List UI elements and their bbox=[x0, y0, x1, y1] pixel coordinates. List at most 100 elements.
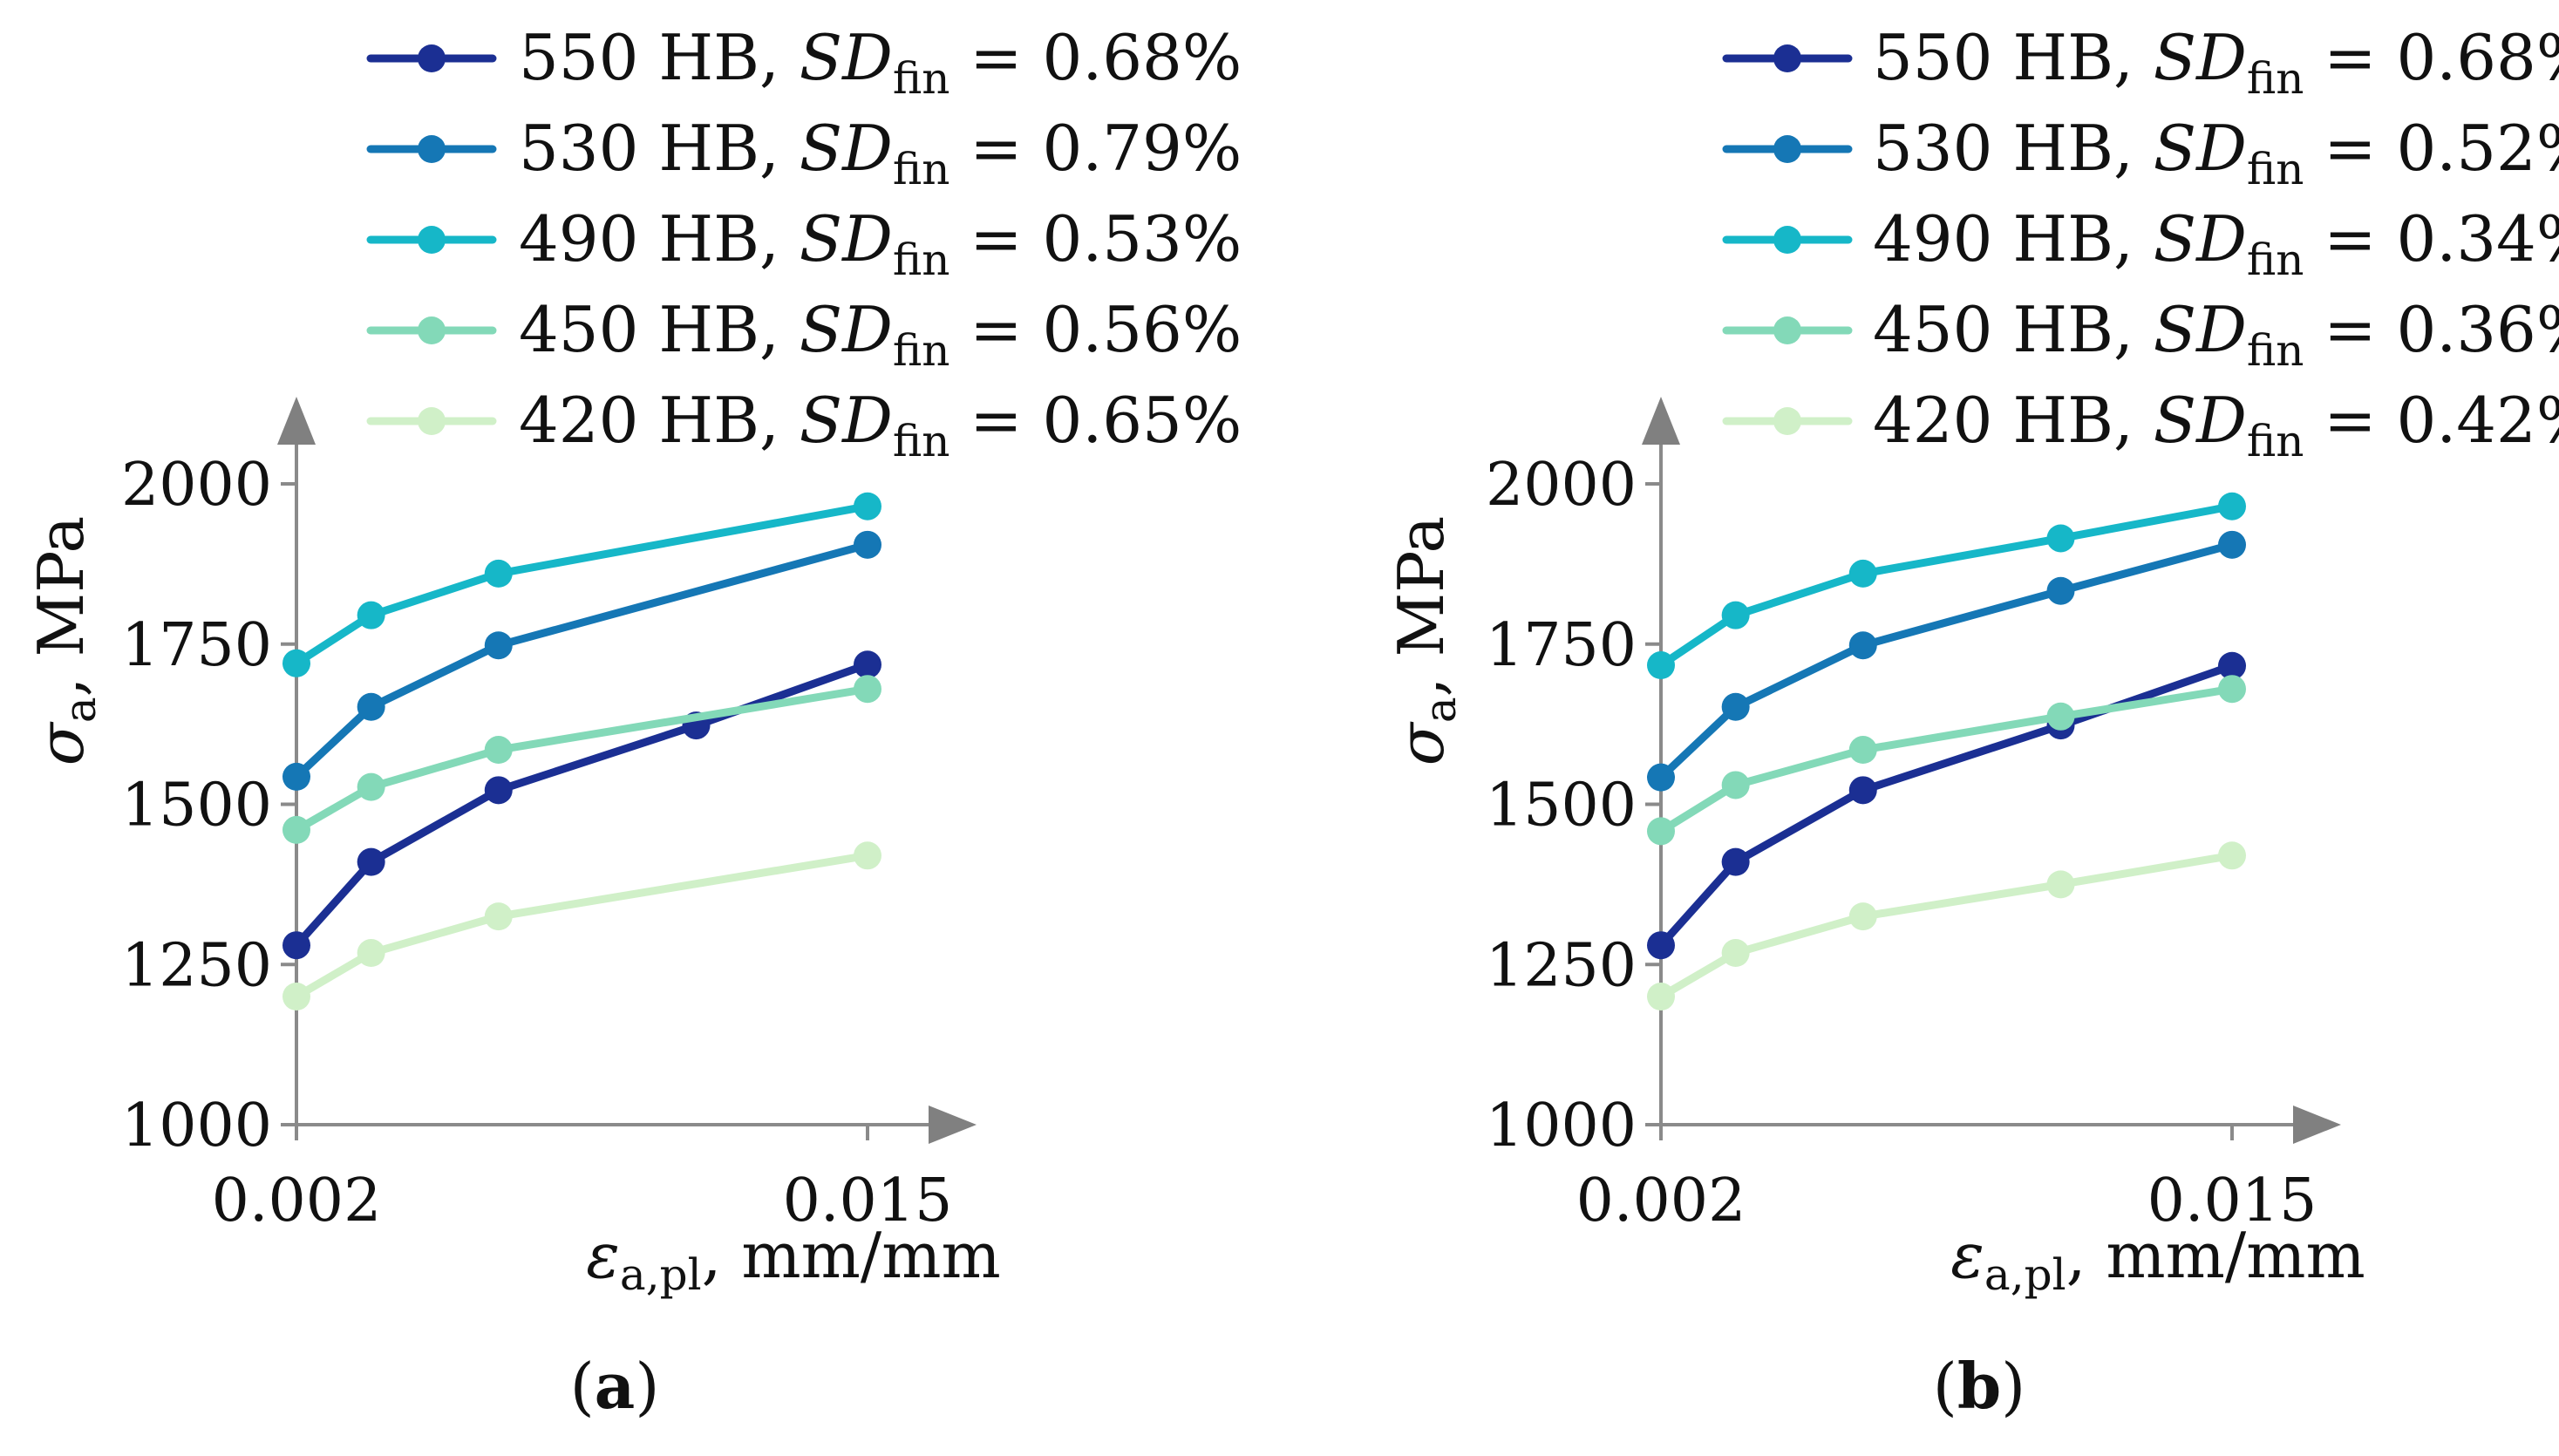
legend-sd-subscript: fin bbox=[2247, 325, 2304, 376]
x-axis-label-subscript: a,pl bbox=[1984, 1249, 2066, 1300]
legend-sd-prefix: SD bbox=[2154, 21, 2247, 94]
legend-marker bbox=[1773, 407, 1801, 435]
legend-hb: 490 HB, bbox=[519, 202, 800, 276]
legend-sd-prefix: SD bbox=[800, 202, 893, 276]
legend-sd-subscript: fin bbox=[893, 235, 950, 285]
legend-sd-value: = 0.68% bbox=[2304, 21, 2559, 94]
data-point bbox=[2046, 576, 2075, 605]
series-line-420-hb bbox=[1657, 851, 2236, 1001]
data-point bbox=[2218, 841, 2246, 870]
legend-sd-subscript: fin bbox=[2247, 235, 2304, 285]
y-tick-label: 2000 bbox=[1486, 451, 1637, 520]
legend-hb: 490 HB, bbox=[1873, 202, 2154, 276]
data-point bbox=[1647, 983, 1675, 1010]
data-point bbox=[1848, 559, 1877, 588]
y-axis-label-symbol: σ bbox=[1385, 721, 1458, 765]
legend-label: 490 HB, SDfin = 0.34% bbox=[1873, 202, 2559, 285]
legend-label: 550 HB, SDfin = 0.68% bbox=[519, 21, 1242, 104]
caption-open: ( bbox=[570, 1350, 595, 1423]
data-point bbox=[2218, 651, 2246, 680]
x-axis-label-symbol: ε bbox=[586, 1219, 620, 1292]
data-point bbox=[484, 736, 513, 765]
legend-marker bbox=[418, 407, 446, 435]
legend-sd-subscript: fin bbox=[893, 325, 950, 376]
series-line-530-hb bbox=[292, 541, 872, 781]
data-point bbox=[357, 692, 385, 721]
data-point bbox=[357, 772, 385, 801]
legend-sd-subscript: fin bbox=[2247, 53, 2304, 104]
legend-label: 420 HB, SDfin = 0.65% bbox=[519, 384, 1242, 466]
data-point bbox=[1647, 817, 1675, 846]
legend-hb: 550 HB, bbox=[519, 21, 800, 94]
legend-label: 490 HB, SDfin = 0.53% bbox=[519, 202, 1242, 285]
data-point bbox=[2046, 702, 2075, 731]
caption-close: ) bbox=[2001, 1350, 2025, 1423]
x-axis-label: εa,pl, mm/mm bbox=[586, 1219, 1000, 1300]
legend-sd-subscript: fin bbox=[2247, 416, 2304, 466]
data-point bbox=[282, 931, 310, 960]
legend-marker bbox=[1773, 226, 1801, 254]
y-axis-label: σa, MPa bbox=[1385, 516, 1466, 766]
panel-caption: (b) bbox=[1933, 1349, 2026, 1423]
legend-sd-value: = 0.65% bbox=[949, 384, 1242, 457]
legend-marker bbox=[418, 44, 446, 72]
legend-hb: 450 HB, bbox=[519, 293, 800, 366]
legend-sd-prefix: SD bbox=[800, 384, 893, 457]
series-line-490-hb bbox=[1657, 502, 2236, 670]
x-axis-label: εa,pl, mm/mm bbox=[1950, 1219, 2365, 1300]
data-point bbox=[282, 983, 310, 1010]
x-axis-label-unit: , mm/mm bbox=[702, 1219, 1001, 1292]
y-tick-label: 2000 bbox=[121, 451, 272, 520]
data-point bbox=[2046, 870, 2075, 899]
y-tick-label: 1750 bbox=[121, 611, 272, 680]
legend-label: 530 HB, SDfin = 0.79% bbox=[519, 112, 1242, 194]
y-tick-label: 1250 bbox=[121, 931, 272, 1000]
y-axis-label-unit: , MPa bbox=[24, 516, 98, 697]
data-point bbox=[1721, 692, 1750, 721]
legend-label: 530 HB, SDfin = 0.52% bbox=[1873, 112, 2559, 194]
data-point bbox=[1721, 771, 1750, 799]
y-axis-label-subscript: a bbox=[1415, 697, 1466, 723]
legend-hb: 420 HB, bbox=[519, 384, 800, 457]
data-point bbox=[357, 939, 385, 968]
x-tick-label: 0.015 bbox=[783, 1167, 953, 1235]
legend-sd-value: = 0.56% bbox=[949, 293, 1242, 366]
x-tick-label: 0.015 bbox=[2147, 1167, 2317, 1235]
data-point bbox=[2046, 524, 2075, 553]
y-axis-label-subscript: a bbox=[55, 697, 105, 723]
data-point bbox=[2218, 492, 2246, 520]
series-line-420-hb bbox=[292, 851, 872, 1001]
data-point bbox=[854, 675, 881, 704]
legend-label: 420 HB, SDfin = 0.42% bbox=[1873, 384, 2559, 466]
legend-marker bbox=[1773, 44, 1801, 72]
y-tick-label: 1000 bbox=[1486, 1092, 1637, 1160]
legend-hb: 420 HB, bbox=[1873, 384, 2154, 457]
data-point bbox=[1848, 631, 1877, 660]
legend-marker bbox=[418, 316, 446, 344]
legend-hb: 450 HB, bbox=[1873, 293, 2154, 366]
y-tick-label: 1250 bbox=[1486, 931, 1637, 1000]
caption-letter: b bbox=[1957, 1349, 2001, 1423]
data-point bbox=[854, 841, 881, 870]
panel-caption: (a) bbox=[570, 1349, 660, 1423]
data-point bbox=[854, 650, 881, 679]
x-axis-arrow-icon bbox=[929, 1106, 977, 1144]
data-point bbox=[2218, 530, 2246, 559]
data-point bbox=[282, 815, 310, 844]
legend-sd-subscript: fin bbox=[2247, 144, 2304, 194]
data-point bbox=[484, 776, 513, 805]
x-axis-label-subscript: a,pl bbox=[620, 1249, 702, 1300]
data-point bbox=[484, 559, 513, 588]
data-point bbox=[282, 762, 310, 791]
y-axis-label: σa, MPa bbox=[24, 516, 105, 766]
legend-sd-value: = 0.79% bbox=[949, 112, 1242, 185]
legend-label: 450 HB, SDfin = 0.36% bbox=[1873, 293, 2559, 376]
legend-sd-prefix: SD bbox=[800, 21, 893, 94]
data-point bbox=[854, 530, 881, 559]
legend-label: 450 HB, SDfin = 0.56% bbox=[519, 293, 1242, 376]
data-point bbox=[357, 847, 385, 876]
data-point bbox=[1721, 939, 1750, 968]
legend-sd-value: = 0.36% bbox=[2304, 293, 2559, 366]
